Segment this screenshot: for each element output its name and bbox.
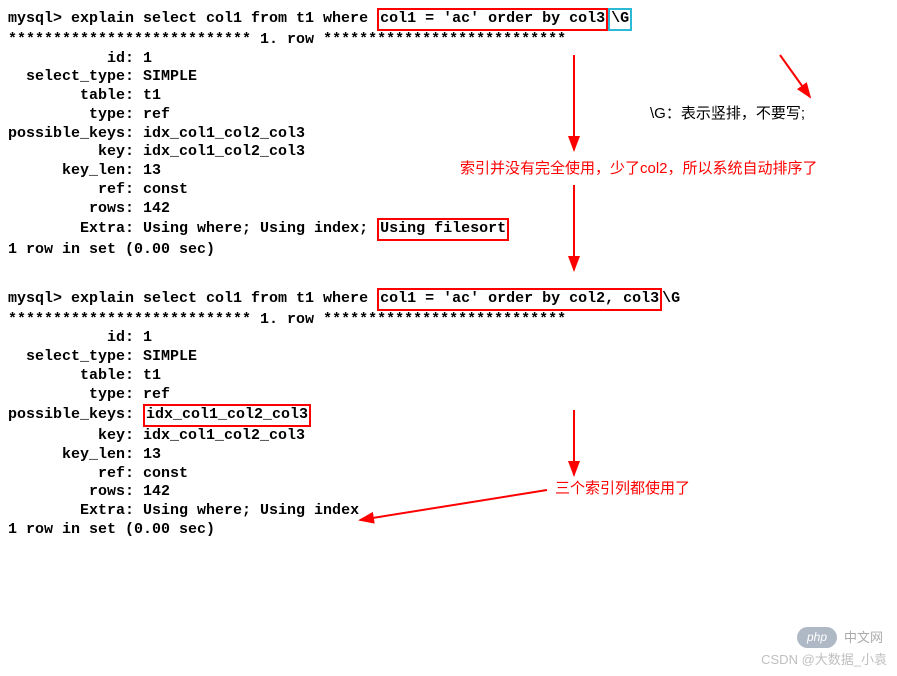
row-sep: *************************** 1. row *****…	[8, 31, 889, 50]
highlight-where-orderby2: col1 = 'ac' order by col2, col3	[377, 288, 662, 311]
highlight-filesort: Using filesort	[377, 218, 509, 241]
query2-command: mysql> explain select col1 from t1 where…	[8, 288, 889, 311]
kv2-rows: rows: 142	[8, 483, 889, 502]
kv2-possible-keys: possible_keys: idx_col1_col2_col3	[8, 404, 889, 427]
kv-id: id: 1	[8, 50, 889, 69]
kv2-extra: Extra: Using where; Using index	[8, 502, 889, 521]
kv-select-type: select_type: SIMPLE	[8, 68, 889, 87]
kv2-keylen: key_len: 13	[8, 446, 889, 465]
result-footer: 1 row in set (0.00 sec)	[8, 241, 889, 260]
php-badge: php	[797, 627, 837, 648]
result-footer2: 1 row in set (0.00 sec)	[8, 521, 889, 540]
g-suffix: \G	[662, 290, 680, 307]
note-g-vertical: \G：表示竖排，不要写;	[650, 105, 805, 124]
kv2-ref: ref: const	[8, 465, 889, 484]
csdn-watermark: CSDN @大数据_小袁	[761, 652, 887, 668]
kv2-select-type: select_type: SIMPLE	[8, 348, 889, 367]
query1-command: mysql> explain select col1 from t1 where…	[8, 8, 889, 31]
highlight-where-orderby: col1 = 'ac' order by col3	[377, 8, 608, 31]
kv2-type: type: ref	[8, 386, 889, 405]
kv-table: table: t1	[8, 87, 889, 106]
row-sep2: *************************** 1. row *****…	[8, 311, 889, 330]
kv-ref: ref: const	[8, 181, 889, 200]
kv2-id: id: 1	[8, 329, 889, 348]
kv2-table: table: t1	[8, 367, 889, 386]
kv2-key: key: idx_col1_col2_col3	[8, 427, 889, 446]
cn-label: 中文网	[844, 630, 883, 646]
cmd-pre: explain select col1 from t1 where	[71, 10, 377, 27]
note-index-full: 三个索引列都使用了	[555, 480, 690, 499]
prompt: mysql>	[8, 10, 71, 27]
prompt: mysql>	[8, 290, 71, 307]
cmd-pre: explain select col1 from t1 where	[71, 290, 377, 307]
note-index-partial: 索引并没有完全使用，少了col2，所以系统自动排序了	[460, 160, 818, 179]
highlight-idx: idx_col1_col2_col3	[143, 404, 311, 427]
highlight-g: \G	[608, 8, 632, 31]
kv-possible-keys: possible_keys: idx_col1_col2_col3	[8, 125, 889, 144]
kv-rows: rows: 142	[8, 200, 889, 219]
kv-extra: Extra: Using where; Using index; Using f…	[8, 218, 889, 241]
